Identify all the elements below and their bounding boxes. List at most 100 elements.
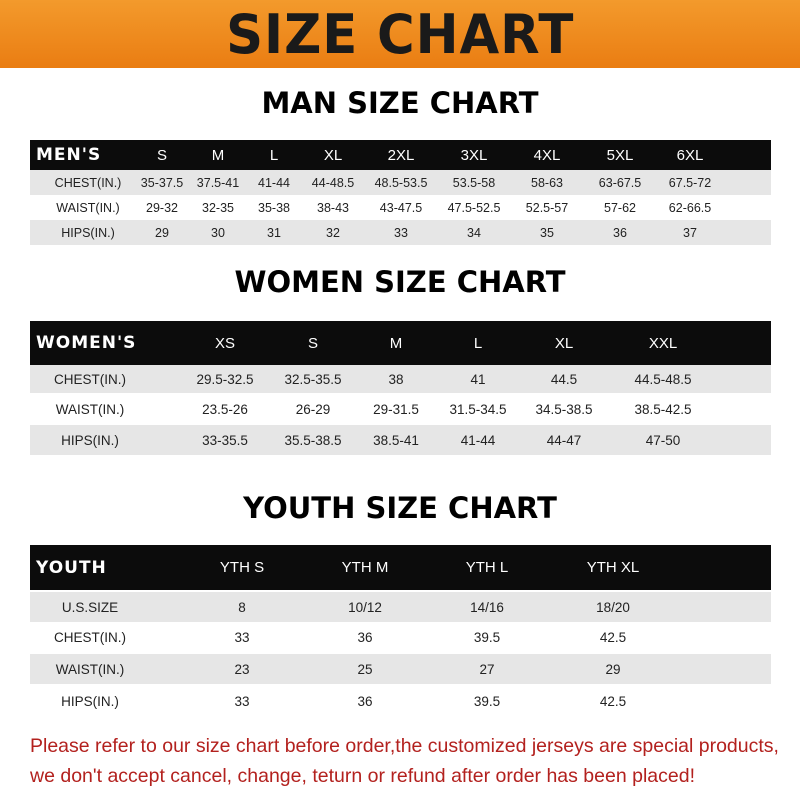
table-row: U.S.SIZE 8 10/12 14/16 18/20 (30, 592, 771, 622)
size-header-cell: XL (323, 146, 343, 164)
table-cell: 62-66.5 (668, 200, 712, 215)
table-cell: 42.5 (599, 693, 627, 709)
measure-label-cell: WAIST(IN.) (56, 200, 120, 215)
table-cell: 53.5-58 (452, 175, 496, 190)
table-cell: 35-38 (258, 200, 290, 215)
table-cell: 38-43 (317, 200, 349, 215)
page-title: SIZE CHART (225, 2, 575, 66)
men-section-title: MAN SIZE CHART (261, 86, 539, 120)
table-cell: 35.5-38.5 (284, 432, 342, 448)
table-cell: 33 (394, 225, 408, 240)
table-cell: 26-29 (295, 401, 331, 417)
women-size-table: WOMEN'S XS S M L XL XXL CHEST(IN.) 29.5-32.5 32.5… (30, 321, 771, 456)
table-cell: 35 (540, 225, 554, 240)
measure-label-cell: WAIST(IN.) (55, 661, 125, 677)
table-cell: 29 (155, 225, 169, 240)
table-cell: 47-50 (645, 432, 681, 448)
measure-label-cell: CHEST(IN.) (54, 629, 126, 645)
size-header-cell: M (211, 146, 225, 164)
table-cell: 41 (470, 371, 486, 387)
table-cell: 44.5 (550, 371, 578, 387)
title-banner: SIZE CHART (0, 0, 800, 68)
table-row: WAIST(IN.) 29-32 32-35 35-38 38-43 43-47.5 47.… (30, 195, 771, 220)
table-row: HIPS(IN.) 33 36 39.5 42.5 (30, 686, 771, 716)
measure-label-cell: HIPS(IN.) (61, 432, 119, 448)
table-cell: 33-35.5 (202, 432, 248, 448)
youth-section-title: YOUTH SIZE CHART (243, 491, 557, 525)
size-header-cell: XXL (648, 334, 678, 352)
table-title-cell: WOMEN'S (36, 333, 137, 353)
table-row: HIPS(IN.) 33-35.5 35.5-38.5 38.5-41 41-44 44-… (30, 425, 771, 455)
table-cell: 38.5-42.5 (634, 401, 692, 417)
table-cell: 23.5-26 (202, 401, 248, 417)
table-cell: 44-47 (546, 432, 582, 448)
table-cell: 36 (357, 629, 373, 645)
table-cell: 27 (479, 661, 495, 677)
size-header-cell: M (389, 334, 403, 352)
size-header-cell: YTH XL (586, 559, 640, 576)
table-cell: 33 (234, 629, 250, 645)
table-cell: 18/20 (596, 599, 630, 615)
size-header-cell: XS (214, 334, 236, 352)
table-cell: 36 (613, 225, 627, 240)
table-cell: 52.5-57 (525, 200, 569, 215)
table-cell: 30 (211, 225, 225, 240)
table-row: CHEST(IN.) 35-37.5 37.5-41 41-44 44-48.5 48.5… (30, 170, 771, 195)
table-cell: 31.5-34.5 (449, 401, 507, 417)
size-header-cell: S (307, 334, 319, 352)
table-cell: 32 (326, 225, 340, 240)
table-cell: 58-63 (531, 175, 563, 190)
table-cell: 63-67.5 (598, 175, 642, 190)
table-cell: 8 (238, 599, 246, 615)
notice-line-1: Please refer to our size chart before or… (30, 735, 779, 757)
table-row: WAIST(IN.) 23 25 27 29 (30, 654, 771, 684)
table-cell: 37 (683, 225, 697, 240)
youth-size-table: YOUTH YTH S YTH M YTH L YTH XL U.S.SIZE 8 10/12… (30, 545, 771, 717)
measure-label-cell: HIPS(IN.) (61, 693, 119, 709)
table-cell: 31 (267, 225, 281, 240)
measure-label-cell: CHEST(IN.) (54, 175, 122, 190)
table-cell: 57-62 (604, 200, 636, 215)
table-row: CHEST(IN.) 29.5-32.5 32.5-35.5 38 41 44.5 44.5… (30, 365, 771, 393)
table-cell: 36 (357, 693, 373, 709)
measure-label-cell: WAIST(IN.) (55, 401, 125, 417)
measure-label-cell: CHEST(IN.) (54, 371, 126, 387)
table-title-cell: YOUTH (36, 557, 107, 578)
table-header-row: WOMEN'S XS S M L XL XXL (30, 321, 771, 365)
table-cell: 29-31.5 (373, 401, 419, 417)
table-cell: 34.5-38.5 (535, 401, 593, 417)
table-cell: 14/16 (470, 599, 504, 615)
size-header-cell: 4XL (533, 146, 561, 164)
table-row: WAIST(IN.) 23.5-26 26-29 29-31.5 31.5-34.5 34… (30, 395, 771, 423)
women-section-title: WOMEN SIZE CHART (234, 265, 566, 299)
table-row: HIPS(IN.) 29 30 31 32 33 34 35 36 37 (30, 220, 771, 245)
table-cell: 35-37.5 (140, 175, 184, 190)
table-header-row: MEN'S S M L XL 2XL 3XL 4XL 5XL 6XL (30, 140, 771, 170)
table-cell: 42.5 (599, 629, 627, 645)
table-cell: 10/12 (348, 599, 382, 615)
table-cell: 32.5-35.5 (284, 371, 342, 387)
table-cell: 48.5-53.5 (374, 175, 428, 190)
size-header-cell: 2XL (387, 146, 415, 164)
men-size-table: MEN'S S M L XL 2XL 3XL 4XL 5XL 6XL CHEST(IN.) 35-37… (30, 140, 771, 245)
table-row: CHEST(IN.) 33 36 39.5 42.5 (30, 622, 771, 652)
table-cell: 33 (234, 693, 250, 709)
size-header-cell: 5XL (606, 146, 634, 164)
size-header-cell: L (473, 334, 483, 352)
table-cell: 29.5-32.5 (196, 371, 254, 387)
size-header-cell: 6XL (676, 146, 704, 164)
measure-label-cell: U.S.SIZE (61, 599, 119, 615)
table-cell: 37.5-41 (196, 175, 240, 190)
table-cell: 47.5-52.5 (447, 200, 501, 215)
table-cell: 29-32 (146, 200, 178, 215)
size-header-cell: YTH M (341, 559, 389, 576)
table-cell: 44.5-48.5 (634, 371, 692, 387)
measure-label-cell: HIPS(IN.) (61, 225, 115, 240)
size-header-cell: XL (554, 334, 574, 352)
table-cell: 23 (234, 661, 250, 677)
size-header-cell: L (269, 146, 279, 164)
table-cell: 67.5-72 (668, 175, 712, 190)
notice-line-2: we don't accept cancel, change, teturn o… (30, 765, 695, 787)
table-cell: 41-44 (258, 175, 290, 190)
table-cell: 38 (388, 371, 404, 387)
